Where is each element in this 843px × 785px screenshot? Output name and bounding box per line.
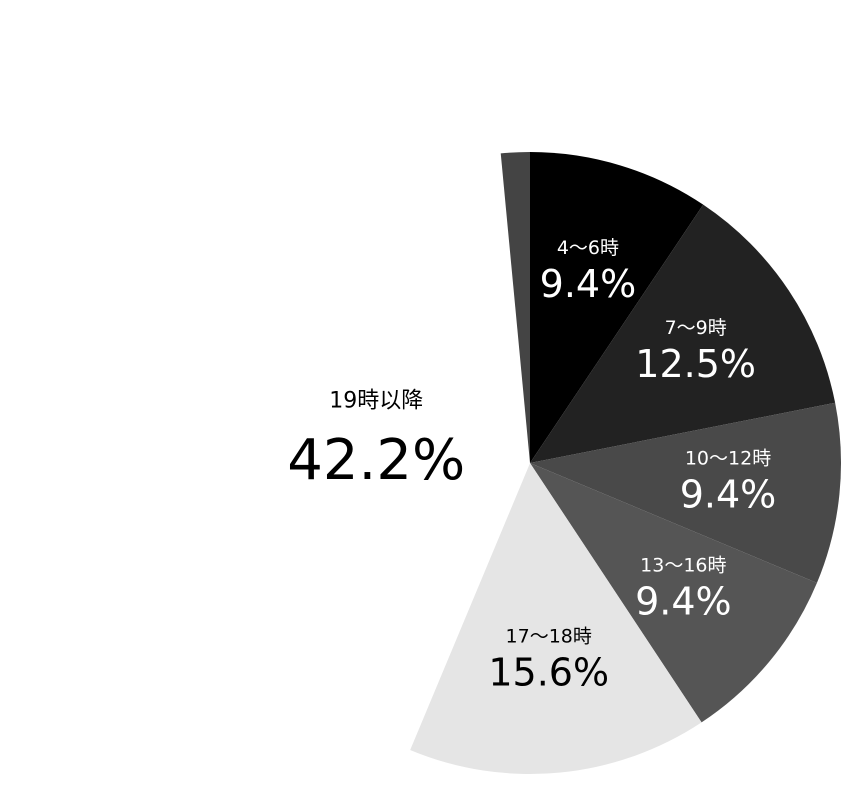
value-label: 9.4% [540, 262, 637, 306]
pie-slice [500, 152, 530, 463]
pie-slice [410, 463, 702, 774]
slice-label: 19時以降 [329, 389, 423, 414]
value-label: 9.4% [635, 579, 732, 623]
slice-label: 13〜16時 [640, 554, 726, 576]
value-label: 9.4% [680, 472, 777, 516]
pie-slice [530, 463, 817, 723]
pie-slice [530, 204, 836, 463]
slice-label: 10〜12時 [685, 447, 771, 469]
slice-label: 7〜9時 [665, 317, 727, 339]
slice-label: 17〜18時 [506, 626, 592, 648]
pie-slice [530, 152, 704, 463]
value-label: 15.6% [488, 651, 609, 695]
pie-slice [219, 153, 530, 750]
value-label: 42.2% [287, 428, 465, 493]
slice-label: 4〜6時 [557, 237, 619, 259]
value-label: 12.5% [635, 342, 756, 386]
pie-slice [530, 402, 841, 583]
